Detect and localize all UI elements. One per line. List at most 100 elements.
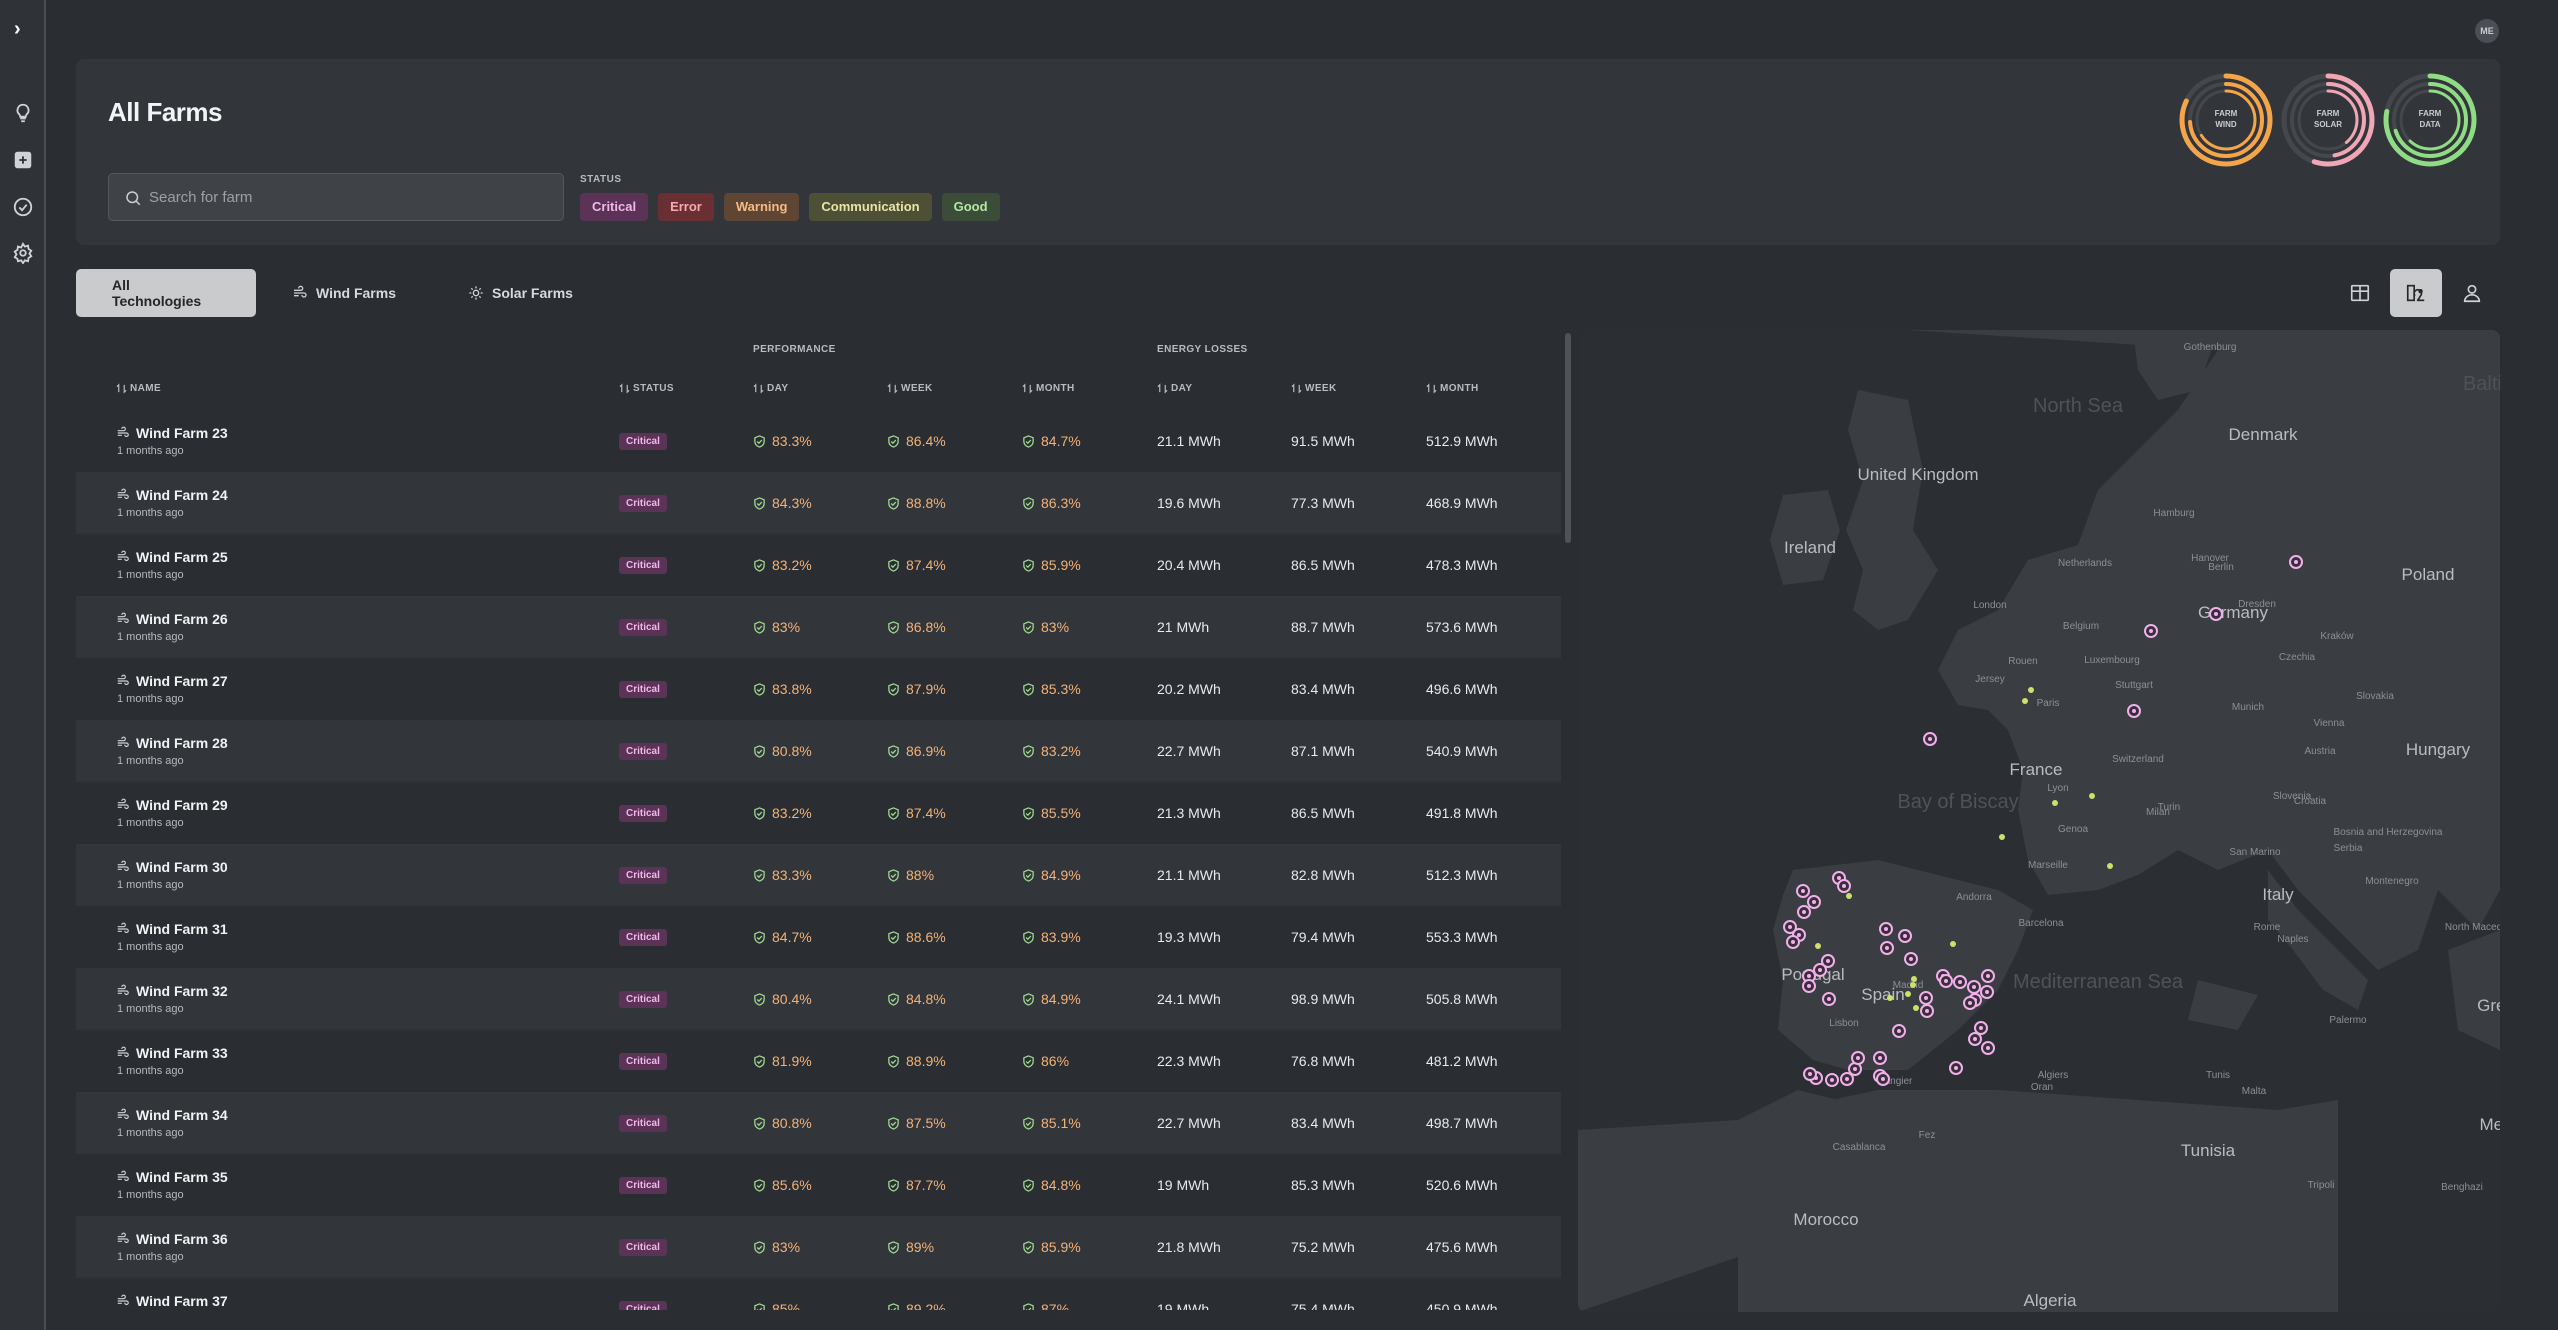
solar-marker[interactable] <box>1815 943 1821 949</box>
solar-marker[interactable] <box>2052 800 2058 806</box>
status-chip-communication[interactable]: Communication <box>809 193 932 221</box>
map-label-small: Tunis <box>2206 1070 2230 1081</box>
map-label-small: Naples <box>2277 934 2308 945</box>
search-box[interactable] <box>108 173 564 221</box>
table-row[interactable]: Wind Farm 28 1 months ago Critical 80.8% 86.… <box>76 720 1561 782</box>
table-row[interactable]: Wind Farm 33 1 months ago Critical 81.9% 88.… <box>76 1030 1561 1092</box>
table-row[interactable]: Wind Farm 371 months ago Critical 85% 89.2%… <box>76 1278 1561 1310</box>
farm-name[interactable]: Wind Farm 25 <box>136 549 228 565</box>
farm-name[interactable]: Wind Farm 35 <box>136 1169 228 1185</box>
gauge-farm-solar[interactable]: FARM SOLAR <box>2280 72 2376 168</box>
solar-marker[interactable] <box>1913 1005 1919 1011</box>
lightbulb-icon[interactable] <box>12 102 34 124</box>
farm-gauges: FARM WIND FARM SOLAR FARM DATA <box>2178 72 2478 168</box>
table-row[interactable]: Wind Farm 27 1 months ago Critical 83.8% 87.… <box>76 658 1561 720</box>
user-avatar[interactable]: ME <box>2475 19 2499 43</box>
loss-day-cell: 19.3 MWh <box>1157 906 1221 968</box>
solar-marker[interactable] <box>1950 941 1956 947</box>
wind-icon <box>117 612 129 624</box>
status-badge: Critical <box>619 1300 667 1310</box>
col-status[interactable]: STATUS <box>619 383 674 394</box>
col-loss-day[interactable]: DAY <box>1157 383 1192 394</box>
status-badge: Critical <box>619 432 667 450</box>
status-chip-critical[interactable]: Critical <box>580 193 649 221</box>
farm-name[interactable]: Wind Farm 30 <box>136 859 228 875</box>
solar-marker[interactable] <box>1910 982 1916 988</box>
farms-map[interactable]: North Sea Denmark United Kingdom Ireland Pol… <box>1578 330 2500 1312</box>
gauge-farm-wind[interactable]: FARM WIND <box>2178 72 2274 168</box>
farm-marker-dot <box>2294 560 2298 564</box>
solar-marker[interactable] <box>1846 893 1852 899</box>
solar-marker[interactable] <box>1999 834 2005 840</box>
table-row[interactable]: Wind Farm 24 1 months ago Critical 84.3% 88.… <box>76 472 1561 534</box>
farm-name[interactable]: Wind Farm 29 <box>136 797 228 813</box>
loss-day-cell: 21.1 MWh <box>1157 410 1221 472</box>
shield-check-icon <box>754 1054 765 1068</box>
col-perf-week[interactable]: WEEK <box>887 383 933 394</box>
loss-week-cell: 88.7 MWh <box>1291 596 1355 658</box>
farm-name[interactable]: Wind Farm 32 <box>136 983 228 999</box>
farm-name[interactable]: Wind Farm 34 <box>136 1107 228 1123</box>
table-row[interactable]: Wind Farm 36 1 months ago Critical 83% 89% 85… <box>76 1216 1561 1278</box>
farm-marker-dot <box>2132 709 2136 713</box>
tab-wind-farms[interactable]: Wind Farms <box>256 269 432 317</box>
table-row[interactable]: Wind Farm 25 1 months ago Critical 83.2% 87.… <box>76 534 1561 596</box>
loss-month-cell: 475.6 MWh <box>1426 1216 1498 1278</box>
table-row[interactable]: Wind Farm 31 1 months ago Critical 84.7% 88.… <box>76 906 1561 968</box>
solar-marker[interactable] <box>2107 863 2113 869</box>
status-badge: Critical <box>619 1114 667 1132</box>
table-row[interactable]: Wind Farm 29 1 months ago Critical 83.2% 87.… <box>76 782 1561 844</box>
tab-solar-farms[interactable]: Solar Farms <box>432 269 609 317</box>
solar-marker[interactable] <box>2028 687 2034 693</box>
user-view-button[interactable] <box>2446 269 2498 317</box>
tab-all-technologies[interactable]: All Technologies <box>76 269 256 317</box>
farm-marker-dot <box>1797 933 1801 937</box>
table-row[interactable]: Wind Farm 32 1 months ago Critical 80.4% 84.… <box>76 968 1561 1030</box>
col-perf-month[interactable]: MONTH <box>1022 383 1075 394</box>
status-chip-error[interactable]: Error <box>658 193 714 221</box>
table-row[interactable]: Wind Farm 34 1 months ago Critical 80.8% 87.… <box>76 1092 1561 1154</box>
farm-name[interactable]: Wind Farm 24 <box>136 487 228 503</box>
solar-marker[interactable] <box>1887 995 1893 1001</box>
loss-month-value: 478.3 MWh <box>1426 557 1498 573</box>
table-scrollbar[interactable] <box>1565 333 1571 543</box>
farm-name[interactable]: Wind Farm 26 <box>136 611 228 627</box>
col-loss-week[interactable]: WEEK <box>1291 383 1337 394</box>
loss-month-cell: 478.3 MWh <box>1426 534 1498 596</box>
farm-name[interactable]: Wind Farm 33 <box>136 1045 228 1061</box>
farm-name[interactable]: Wind Farm 31 <box>136 921 228 937</box>
table-row[interactable]: Wind Farm 30 1 months ago Critical 83.3% 88%… <box>76 844 1561 906</box>
check-circle-icon[interactable] <box>12 196 34 218</box>
search-input[interactable] <box>149 174 549 220</box>
status-chip-warning[interactable]: Warning <box>723 193 800 221</box>
solar-marker[interactable] <box>2089 793 2095 799</box>
table-view-button[interactable] <box>2334 269 2386 317</box>
table-row[interactable]: Wind Farm 23 1 months ago Critical 83.3% 86.… <box>76 410 1561 472</box>
solar-marker[interactable] <box>1911 976 1917 982</box>
app-logo[interactable]: › <box>14 18 21 40</box>
col-perf-day[interactable]: DAY <box>753 383 788 394</box>
table-row[interactable]: Wind Farm 35 1 months ago Critical 85.6% 87.… <box>76 1154 1561 1216</box>
status-chip-good[interactable]: Good <box>941 193 1000 221</box>
loss-day-cell: 22.3 MWh <box>1157 1030 1221 1092</box>
solar-marker[interactable] <box>2022 698 2028 704</box>
group-energy-losses: ENERGY LOSSES <box>1157 344 1248 355</box>
sort-icon <box>1426 383 1437 394</box>
col-loss-month[interactable]: MONTH <box>1426 383 1479 394</box>
col-name[interactable]: NAME <box>116 383 161 394</box>
shield-check-icon <box>754 930 765 944</box>
loss-month-value: 475.6 MWh <box>1426 1239 1498 1255</box>
farm-name[interactable]: Wind Farm 28 <box>136 735 228 751</box>
last-updated: 1 months ago <box>117 879 184 891</box>
farm-name[interactable]: Wind Farm 27 <box>136 673 228 689</box>
table-row[interactable]: Wind Farm 26 1 months ago Critical 83% 86.8%… <box>76 596 1561 658</box>
solar-marker[interactable] <box>1905 991 1911 997</box>
gear-icon[interactable] <box>12 242 34 265</box>
map-label-small: Netherlands <box>2058 558 2112 569</box>
gauge-farm-data[interactable]: FARM DATA <box>2382 72 2478 168</box>
farm-name[interactable]: Wind Farm 36 <box>136 1231 228 1247</box>
plus-square-icon[interactable] <box>12 149 34 171</box>
split-map-view-button[interactable] <box>2390 269 2442 317</box>
farm-name[interactable]: Wind Farm 23 <box>136 425 228 441</box>
farm-name[interactable]: Wind Farm 37 <box>136 1293 228 1309</box>
